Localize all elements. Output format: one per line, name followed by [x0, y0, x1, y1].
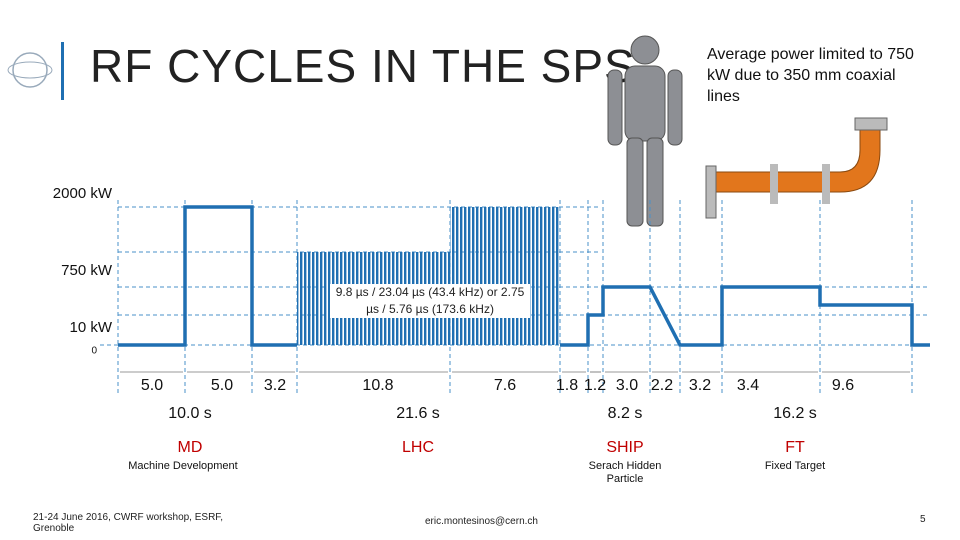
duration: 5.0 [141, 377, 163, 394]
coax-pipe [705, 117, 888, 219]
cycle-description: Machine Development [128, 460, 237, 472]
cycle-name: LHC [402, 439, 434, 456]
waveform [118, 205, 930, 347]
title-bar [61, 42, 64, 100]
duration: 2.2 [651, 377, 673, 394]
level-label: 750 kW [61, 262, 113, 279]
footer-event: 21-24 June 2016, CWRF workshop, ESRF, Gr… [33, 512, 224, 534]
duration: 7.6 [494, 377, 516, 394]
duration: 10.8 [362, 377, 393, 394]
separators [117, 200, 913, 395]
person-figure [607, 35, 683, 227]
level-label: 0 [91, 346, 97, 357]
duration: 1.8 [556, 377, 578, 394]
duration: 3.4 [737, 377, 759, 394]
pulse-train [450, 207, 560, 345]
duration: 3.2 [689, 377, 711, 394]
cycle-total: 8.2 s [608, 405, 643, 422]
footer-email: eric.montesinos@cern.ch [425, 516, 538, 527]
duration: 5.0 [211, 377, 233, 394]
level-label: 10 kW [69, 319, 112, 336]
duration: 9.6 [832, 377, 854, 394]
page-number: 5 [920, 514, 926, 525]
cycle-name: SHIP [606, 439, 643, 456]
note: Average power limited to 750 kW due to 3… [707, 46, 914, 105]
level-label: 2000 kW [53, 185, 113, 202]
duration: 3.2 [264, 377, 286, 394]
cycle-name: FT [785, 439, 805, 456]
cycle-description: Serach Hidden Particle [589, 460, 662, 485]
cycle-total: 10.0 s [168, 405, 212, 422]
cycle-total: 16.2 s [773, 405, 817, 422]
cycle-description: Fixed Target [765, 460, 825, 472]
duration: 3.0 [616, 377, 638, 394]
duration: 1.2 [584, 377, 606, 394]
cycle-name: MD [178, 439, 203, 456]
logo [7, 52, 53, 88]
title: RF CYCLES IN THE SPS [90, 40, 636, 92]
cycle-total: 21.6 s [396, 405, 440, 422]
pulse-note: 9.8 µs / 23.04 µs (43.4 kHz) or 2.75 µs … [330, 284, 530, 318]
